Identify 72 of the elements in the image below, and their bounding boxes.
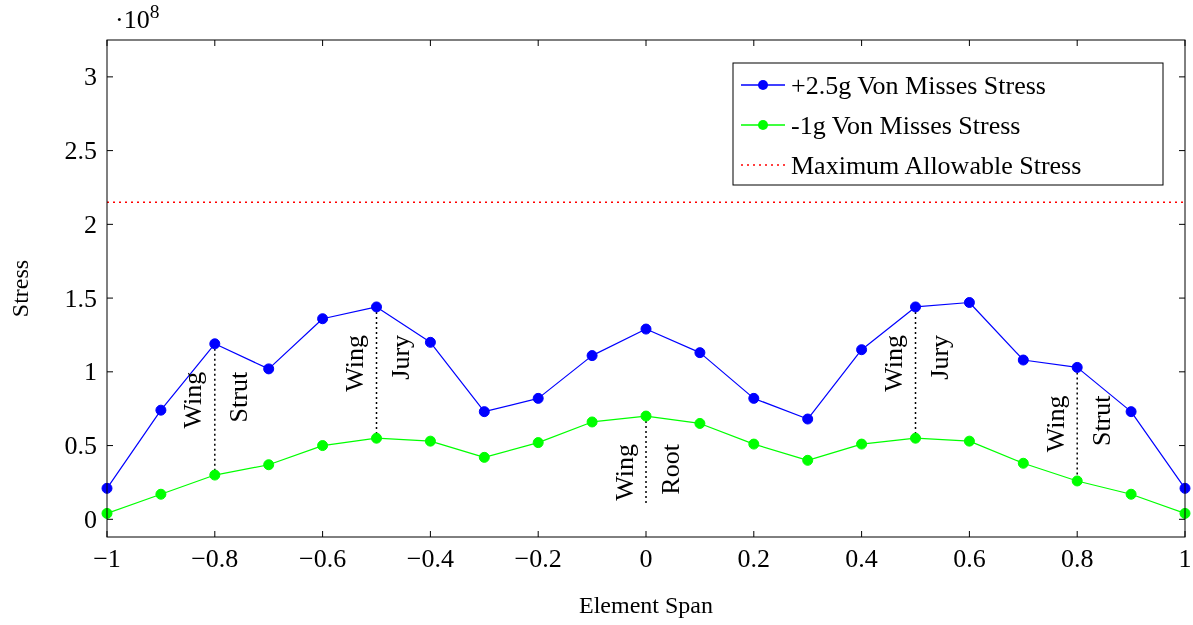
point: [856, 438, 868, 450]
point: [1071, 361, 1083, 373]
point: [155, 404, 167, 416]
point: [910, 301, 921, 313]
y-axis-title: Stress: [7, 259, 33, 318]
point: [371, 432, 382, 444]
annotation: Jury: [925, 334, 954, 380]
point: [748, 392, 760, 404]
annotation: Root: [655, 443, 685, 495]
point: [1071, 475, 1083, 487]
annotation: Jury: [386, 334, 415, 380]
point: [371, 301, 382, 313]
x-tick-label: −0.8: [191, 544, 239, 573]
point: [478, 406, 490, 418]
point: [586, 350, 598, 362]
point: [209, 338, 221, 350]
point: [694, 417, 706, 429]
annotation: Strut: [1086, 394, 1116, 446]
point: [963, 297, 975, 309]
point: [910, 432, 921, 444]
y-tick-label: 1: [84, 357, 97, 387]
point: [694, 347, 706, 359]
y-tick-label: 2: [84, 209, 97, 239]
annotation: Wing: [340, 334, 369, 392]
annotation: Wing: [178, 371, 208, 429]
y-tick-label: 0.5: [64, 431, 97, 461]
x-tick-label: 0.2: [737, 544, 771, 573]
x-tick-label: 1: [1178, 544, 1192, 573]
x-tick-label: −0.4: [406, 544, 454, 573]
point: [1125, 488, 1137, 500]
point: [1017, 457, 1029, 469]
point: [263, 459, 275, 471]
x-tick-label: 0: [639, 544, 653, 573]
point: [802, 413, 814, 425]
x-tick-label: −0.2: [514, 544, 562, 573]
annotation: Wing: [609, 444, 639, 501]
point: [802, 454, 814, 466]
point: [856, 344, 868, 356]
annotation: Strut: [224, 371, 254, 423]
point: [478, 451, 490, 463]
x-tick-label: −1: [93, 544, 121, 573]
x-tick-label: 0.6: [953, 544, 986, 573]
point: [963, 435, 975, 447]
point: [532, 392, 544, 404]
point: [586, 416, 598, 428]
y-tick-label: 2.5: [64, 136, 97, 166]
point: [317, 440, 329, 452]
point: [155, 488, 167, 500]
point: [424, 435, 436, 447]
point: [1017, 354, 1029, 366]
annotation: Wing: [879, 334, 908, 392]
point: [424, 336, 436, 348]
legend-label: +2.5g Von Misses Stress: [791, 70, 1046, 100]
point: [640, 410, 652, 422]
x-axis-title: Element Span: [579, 592, 713, 618]
point: [640, 323, 652, 335]
legend-label: -1g Von Misses Stress: [791, 110, 1021, 140]
text: ·10$^{8}$: [115, 0, 160, 34]
legend-label: Maximum Allowable Stress: [791, 150, 1082, 180]
x-tick-label: 0.4: [845, 544, 878, 573]
y-tick-label: 3: [84, 62, 97, 92]
point: [1125, 406, 1137, 418]
point: [532, 437, 544, 449]
x-tick-label: −0.6: [299, 544, 347, 573]
point: [263, 363, 275, 375]
y-tick-label: 0: [84, 504, 97, 534]
y-tick-label: 1.5: [64, 283, 97, 313]
point: [209, 469, 221, 481]
point: [748, 438, 760, 450]
annotation: Wing: [1040, 395, 1070, 453]
point: [317, 313, 329, 325]
x-tick-label: 0.8: [1060, 544, 1094, 573]
